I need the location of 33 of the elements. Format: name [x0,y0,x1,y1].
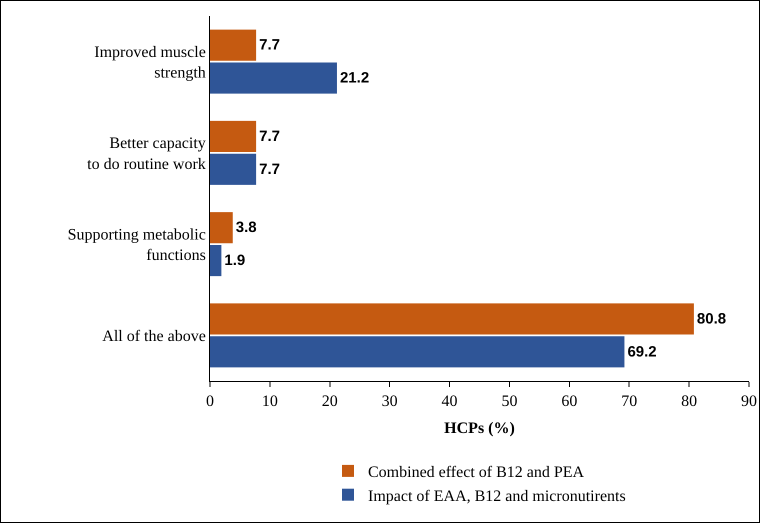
data-label: 80.8 [696,310,726,328]
y-tick-label: Improved muscle strength [94,44,206,82]
x-tick-label: 80 [681,393,698,410]
y-tick-label: All of the above [102,328,206,345]
bar [210,244,222,276]
data-label: 7.7 [259,160,280,178]
data-label: 7.7 [259,128,280,145]
x-axis-title: HCPs (%) [444,420,515,437]
x-tick-label: 0 [206,393,214,410]
x-tick-label: 40 [442,393,458,410]
bar [210,154,256,185]
data-label: 69.2 [627,343,657,360]
legend-label: Combined effect of B12 and PEA [368,464,585,482]
x-tick-label: 20 [322,393,338,410]
bar [210,120,256,152]
y-tick-label: Supporting metabolic functions [68,226,206,264]
bar [210,62,337,94]
data-label: 3.8 [236,219,257,236]
legend-label: Impact of EAA, B12 and micronutirents [368,488,626,505]
bar [210,212,233,244]
x-tick-label: 60 [561,393,578,410]
data-label: 7.7 [259,36,280,54]
y-tick-label: Better capacity to do routine work [87,135,206,173]
x-tick-label: 50 [501,393,518,410]
x-tick-label: 70 [621,393,638,410]
bar [210,336,624,368]
bar [210,30,256,61]
bar [210,303,694,335]
data-label: 21.2 [340,70,370,87]
x-tick-label: 30 [382,393,398,410]
data-label: 1.9 [224,252,246,270]
x-tick-label: 10 [262,393,278,410]
x-tick-label: 90 [741,393,757,410]
